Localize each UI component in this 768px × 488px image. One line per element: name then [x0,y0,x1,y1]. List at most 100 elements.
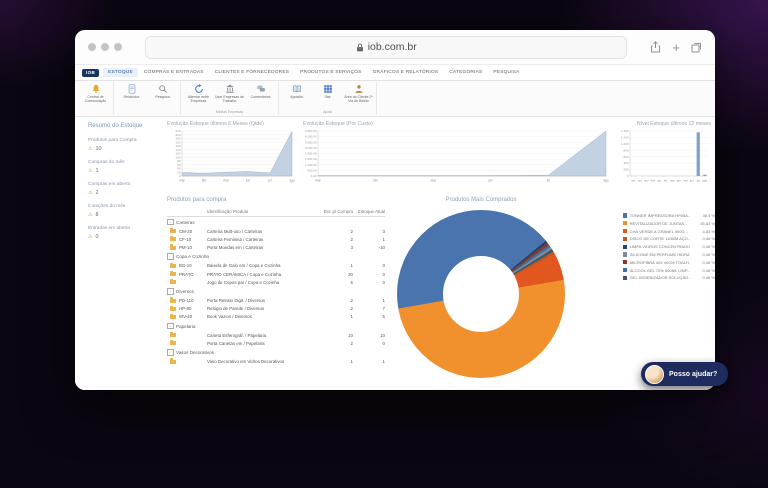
area-chart-custo[interactable]: 4.800,00 4.200,00 3.600,00 3.000,00 2.400,00… [303,129,609,183]
table-group-row[interactable]: - Papelaria [167,321,385,331]
ribbon-item-area-cliente[interactable]: Área do Cliente 2ª Via de Boleto [343,82,374,110]
table-group-row[interactable]: - Diversos [167,286,385,296]
cell-name: Caneta Esferográf. / Papelaria [207,332,267,338]
legend-item: SILICONE EM PERFUME HIDRA... 0,46 % [623,252,715,257]
legend-swatch [623,267,628,273]
svg-text:jun: jun [689,179,694,183]
legend-label: GEL HIGIENIZADOR SOLUÇÃO... [629,275,690,281]
summary-item[interactable]: Compras do mês ⚠ 1 [88,160,164,174]
table-row[interactable]: CF-10 Carteira Feminina / Carteiras 2 1 [167,235,385,243]
cell-est-compra: 2 [350,228,353,234]
header-est-compra[interactable]: Est. p/ Compra [323,209,353,214]
ribbon-item-relatorios[interactable]: Relatórios [116,82,147,115]
tabs-overview-icon[interactable] [691,42,702,53]
folder-icon [170,279,176,285]
svg-text:mar: mar [670,179,675,183]
collapse-icon[interactable]: - [167,218,174,226]
donut-title: Produtos Mais Comprados [445,197,517,203]
collapse-icon[interactable]: - [167,349,174,356]
table-row[interactable]: Vaso Decorativo em Vidros Decorativos 1 1 [167,358,385,366]
summary-item[interactable]: Entradas em aberto ⚠ 0 [88,226,164,240]
legend-percent: 0,46 % [702,267,715,273]
area-chart-qtde[interactable]: 240 220 200 180 160 140 120 100 80 60 40 20 0 mar abr m… [167,129,295,183]
summary-label: Compras em aberto [88,182,131,187]
table-row[interactable]: BG-10 Baixela de Galo em / Copa e Cozinha… [167,262,385,270]
svg-text:0,00: 0,00 [311,174,317,178]
collapse-icon[interactable]: - [167,322,174,330]
svg-text:0: 0 [627,174,629,178]
svg-text:ago: ago [289,179,295,183]
tab-pesquisa[interactable]: PESQUISA [493,70,520,75]
legend-label: MICROFIBRA 40X 40CM TOALH... [629,259,690,265]
legend-percent: 0,46 % [702,236,715,242]
minimize-button[interactable] [101,43,109,51]
collapse-icon[interactable]: - [167,288,174,295]
table-group-row[interactable]: - Carteiras [167,217,385,227]
tab-estoque[interactable]: ESTOQUE [103,68,138,77]
chat-helper-button[interactable]: Posso ajudar? [641,362,729,386]
summary-item[interactable]: Compras em aberto ⚠ 2 [88,182,164,196]
summary-item[interactable]: Cotações do mês ⚠ 8 [88,204,164,218]
svg-text:800: 800 [623,148,628,152]
ribbon-item-pesquisa[interactable]: Pesquisa [147,82,178,115]
donut-chart[interactable] [397,210,565,378]
cell-name: Baixela de Galo em / Copa e Cozinha [207,263,281,269]
ribbon-item-empresas-trabalho[interactable]: Usar Empresas de Trabalho [214,82,245,110]
svg-text:jul: jul [546,179,550,183]
close-button[interactable] [88,43,96,51]
svg-text:abr: abr [202,179,208,183]
legend-label: TONNER IMPRESSORA HP05A... [629,213,690,218]
chart-evolucao-qtde: Evolução Estoque últimos 6 Meses (Qtde) … [167,121,295,183]
tab-gr-ficos-e-relat-rios[interactable]: GRÁFICOS E RELATÓRIOS [372,70,439,75]
ribbon-item-apostila[interactable]: Apostila [281,82,312,110]
table-row[interactable]: Caneta Esferográf. / Papelaria 10 10 [167,331,385,339]
tab-categorias[interactable]: CATEGORIAS [449,70,483,75]
share-icon[interactable] [650,41,661,53]
bell-icon [92,84,99,93]
ribbon-item-central-comunicacao[interactable]: Central de Comunicação [80,82,111,115]
top-products-chart: Produtos Mais Comprados [393,197,569,378]
tab-clientes-e-fornecedores[interactable]: CLIENTES E FORNECEDORES [214,70,290,75]
ribbon-item-comentarios[interactable]: Comentários [245,82,276,110]
chart-title: Nível Estoque últimos 12 meses [636,121,711,127]
table-row[interactable]: PM-10 Porta Moedas em / Carteiras 3 -10 [167,243,385,251]
bar-chart-nivel[interactable]: 1.400 1.200 1.000 800 600 400 200 0 set out nov dez… [615,129,711,183]
svg-text:abr: abr [677,179,681,183]
table-row[interactable]: Jogo de Copos par / Copa e Cozinha 5 0 [167,278,385,286]
url-bar[interactable]: iob.com.br [145,35,628,59]
cell-code: CF-10 [179,236,192,242]
header-estoque-atual[interactable]: Estoque Atual [357,209,385,214]
cell-name: Porta Retrato Digit. / Diversos [207,298,266,303]
cell-name: Porta Canetas em / Papelaria [207,340,265,346]
legend-percent: 4,83 % [702,228,715,234]
table-row[interactable]: PD-110 Porta Retrato Digit. / Diversos 2 1 [167,296,385,304]
app-logo[interactable]: IOB [82,68,100,77]
collapse-icon[interactable]: - [167,253,174,260]
table-row[interactable]: Porta Canetas em / Papelaria 2 0 [167,339,385,347]
tab-produtos-e-servi-os[interactable]: PRODUTOS E SERVIÇOS [300,70,362,75]
legend-item: MICROFIBRA 40X 40CM TOALH... 0,46 % [623,260,715,265]
products-to-buy-table: Produtos para compra Identificação Produ… [167,197,385,366]
ribbon-item-alternar-empresas[interactable]: Alternar entre Empresas [183,82,214,110]
table-row[interactable]: CM-20 Carteira Mult-uso / Carteiras 2 3 [167,227,385,235]
maximize-button[interactable] [114,43,122,51]
folder-icon [170,313,176,319]
legend-item: DISCO DE CORTE 110MM AÇO... 0,46 % [623,236,715,241]
table-row[interactable]: PRATO PRATO CERÂMICA / Copa e Cozinha 20 0 [167,270,385,278]
new-tab-icon[interactable]: + [672,39,680,55]
summary-item[interactable]: Produtos para Compra ⚠ 10 [88,138,164,152]
summary-label: Produtos para Compra [88,138,137,143]
table-group-row[interactable]: - Vasos Decorativos [167,347,385,357]
summary-value: 2 [95,189,99,196]
svg-text:mar: mar [315,179,321,183]
svg-text:600,00: 600,00 [307,168,317,172]
table-group-row[interactable]: - Copa e Cozinha [167,252,385,262]
ribbon-item-site[interactable]: Site [312,82,343,110]
cell-estoque-atual: 5 [382,314,385,320]
table-row[interactable]: HP-80 Relógio de Parede / Diversos 2 7 [167,305,385,313]
header-identificacao[interactable]: Identificação Produto [207,209,249,214]
summary-value: 0 [95,233,99,240]
tab-compras-e-entradas[interactable]: COMPRAS E ENTRADAS [143,70,204,75]
cell-est-compra: 20 [348,271,353,277]
table-row[interactable]: WV-40 Book Vazios / Diversos 1 5 [167,313,385,321]
